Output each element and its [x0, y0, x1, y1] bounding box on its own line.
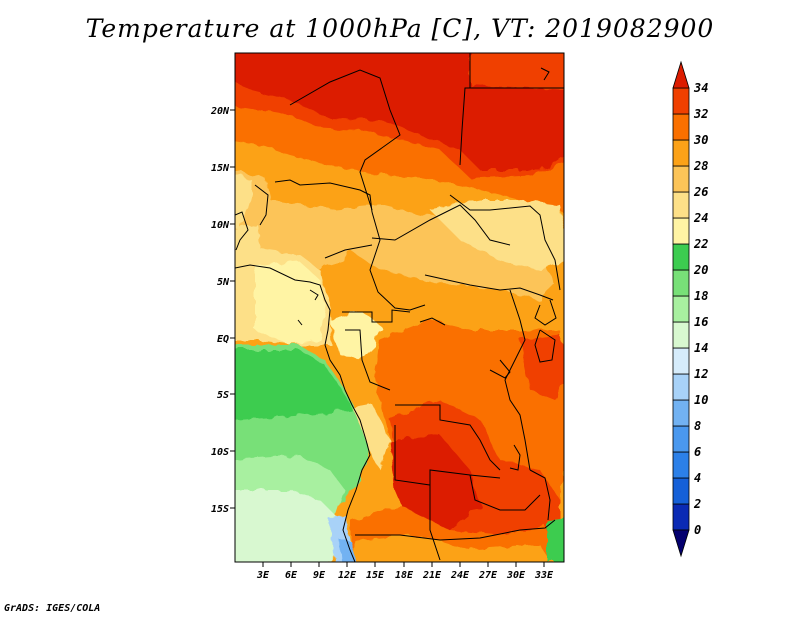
- colorbar-level-label: 8: [694, 419, 701, 433]
- lat-tick-label: 15N: [211, 163, 230, 174]
- colorbar-box: [672, 399, 690, 427]
- map-title: Temperature at 1000hPa [C], VT: 20190829…: [85, 14, 715, 43]
- colorbar-level-label: 2: [693, 497, 701, 511]
- lat-tick-label: 10S: [211, 447, 229, 458]
- colorbar-box: [672, 347, 690, 375]
- lat-tick-label: 10N: [211, 220, 230, 231]
- colorbar-level-label: 10: [694, 393, 708, 407]
- country-borders: [235, 53, 564, 562]
- lat-tick-label: EQ: [217, 334, 229, 345]
- colorbar-level-label: 28: [693, 159, 708, 173]
- colorbar-level-label: 20: [693, 263, 708, 277]
- colorbar-box: [672, 269, 690, 297]
- colorbar-level-label: 22: [693, 237, 708, 251]
- colorbar-box: [672, 243, 690, 271]
- colorbar-box: [672, 373, 690, 401]
- colorbar-level-label: 30: [693, 133, 708, 147]
- lat-tick-label: 5N: [217, 277, 230, 288]
- lon-tick-label: 27E: [478, 570, 498, 581]
- colorbar-box: [672, 503, 690, 531]
- lon-tick-label: 6E: [285, 570, 298, 581]
- lon-tick-label: 21E: [422, 570, 442, 581]
- colorbar-level-label: 0: [694, 523, 701, 537]
- lat-tick-marks: [230, 109, 235, 509]
- lon-tick-label: 33E: [534, 570, 554, 581]
- colorbar-level-label: 26: [693, 185, 708, 199]
- colorbar-box: [672, 295, 690, 323]
- colorbar-box: [672, 87, 690, 115]
- colorbar-top-triangle: [672, 60, 690, 89]
- colorbar-box: [672, 139, 690, 167]
- colorbar-level-label: 34: [693, 81, 708, 95]
- colorbar-box: [672, 113, 690, 141]
- lon-tick-label: 9E: [313, 570, 326, 581]
- colorbar-level-label: 4: [694, 471, 701, 485]
- lat-tick-label: 5S: [217, 390, 229, 401]
- lon-tick-label: 18E: [395, 570, 414, 581]
- temperature-field: [235, 53, 564, 562]
- colorbar-box: [672, 451, 690, 479]
- lon-tick-marks: [262, 562, 545, 567]
- colorbar-level-label: 12: [694, 367, 708, 381]
- lon-tick-label: 12E: [338, 570, 357, 581]
- colorbar-box: [672, 191, 690, 219]
- colorbar-level-label: 24: [693, 211, 708, 225]
- colorbar-level-label: 32: [693, 107, 708, 121]
- colorbar-level-label: 18: [694, 289, 708, 303]
- colorbar-level-label: 14: [694, 341, 708, 355]
- credit-text: GrADS: IGES/COLA: [4, 603, 101, 614]
- colorbar-box: [672, 217, 690, 245]
- colorbar-level-label: 6: [694, 445, 701, 459]
- lon-tick-label: 30E: [506, 570, 526, 581]
- lat-tick-label: 20N: [210, 106, 230, 117]
- colorbar-box: [672, 425, 690, 453]
- lon-tick-label: 3E: [256, 570, 270, 581]
- lon-tick-label: 24E: [450, 570, 470, 581]
- colorbar-level-label: 16: [694, 315, 708, 329]
- colorbar-bottom-triangle: [672, 529, 690, 558]
- colorbar-box: [672, 321, 690, 349]
- lon-tick-label: 15E: [366, 570, 385, 581]
- map-frame: [234, 52, 565, 563]
- lat-tick-label: 15S: [211, 504, 229, 515]
- colorbar-box: [672, 477, 690, 505]
- colorbar-box: [672, 165, 690, 193]
